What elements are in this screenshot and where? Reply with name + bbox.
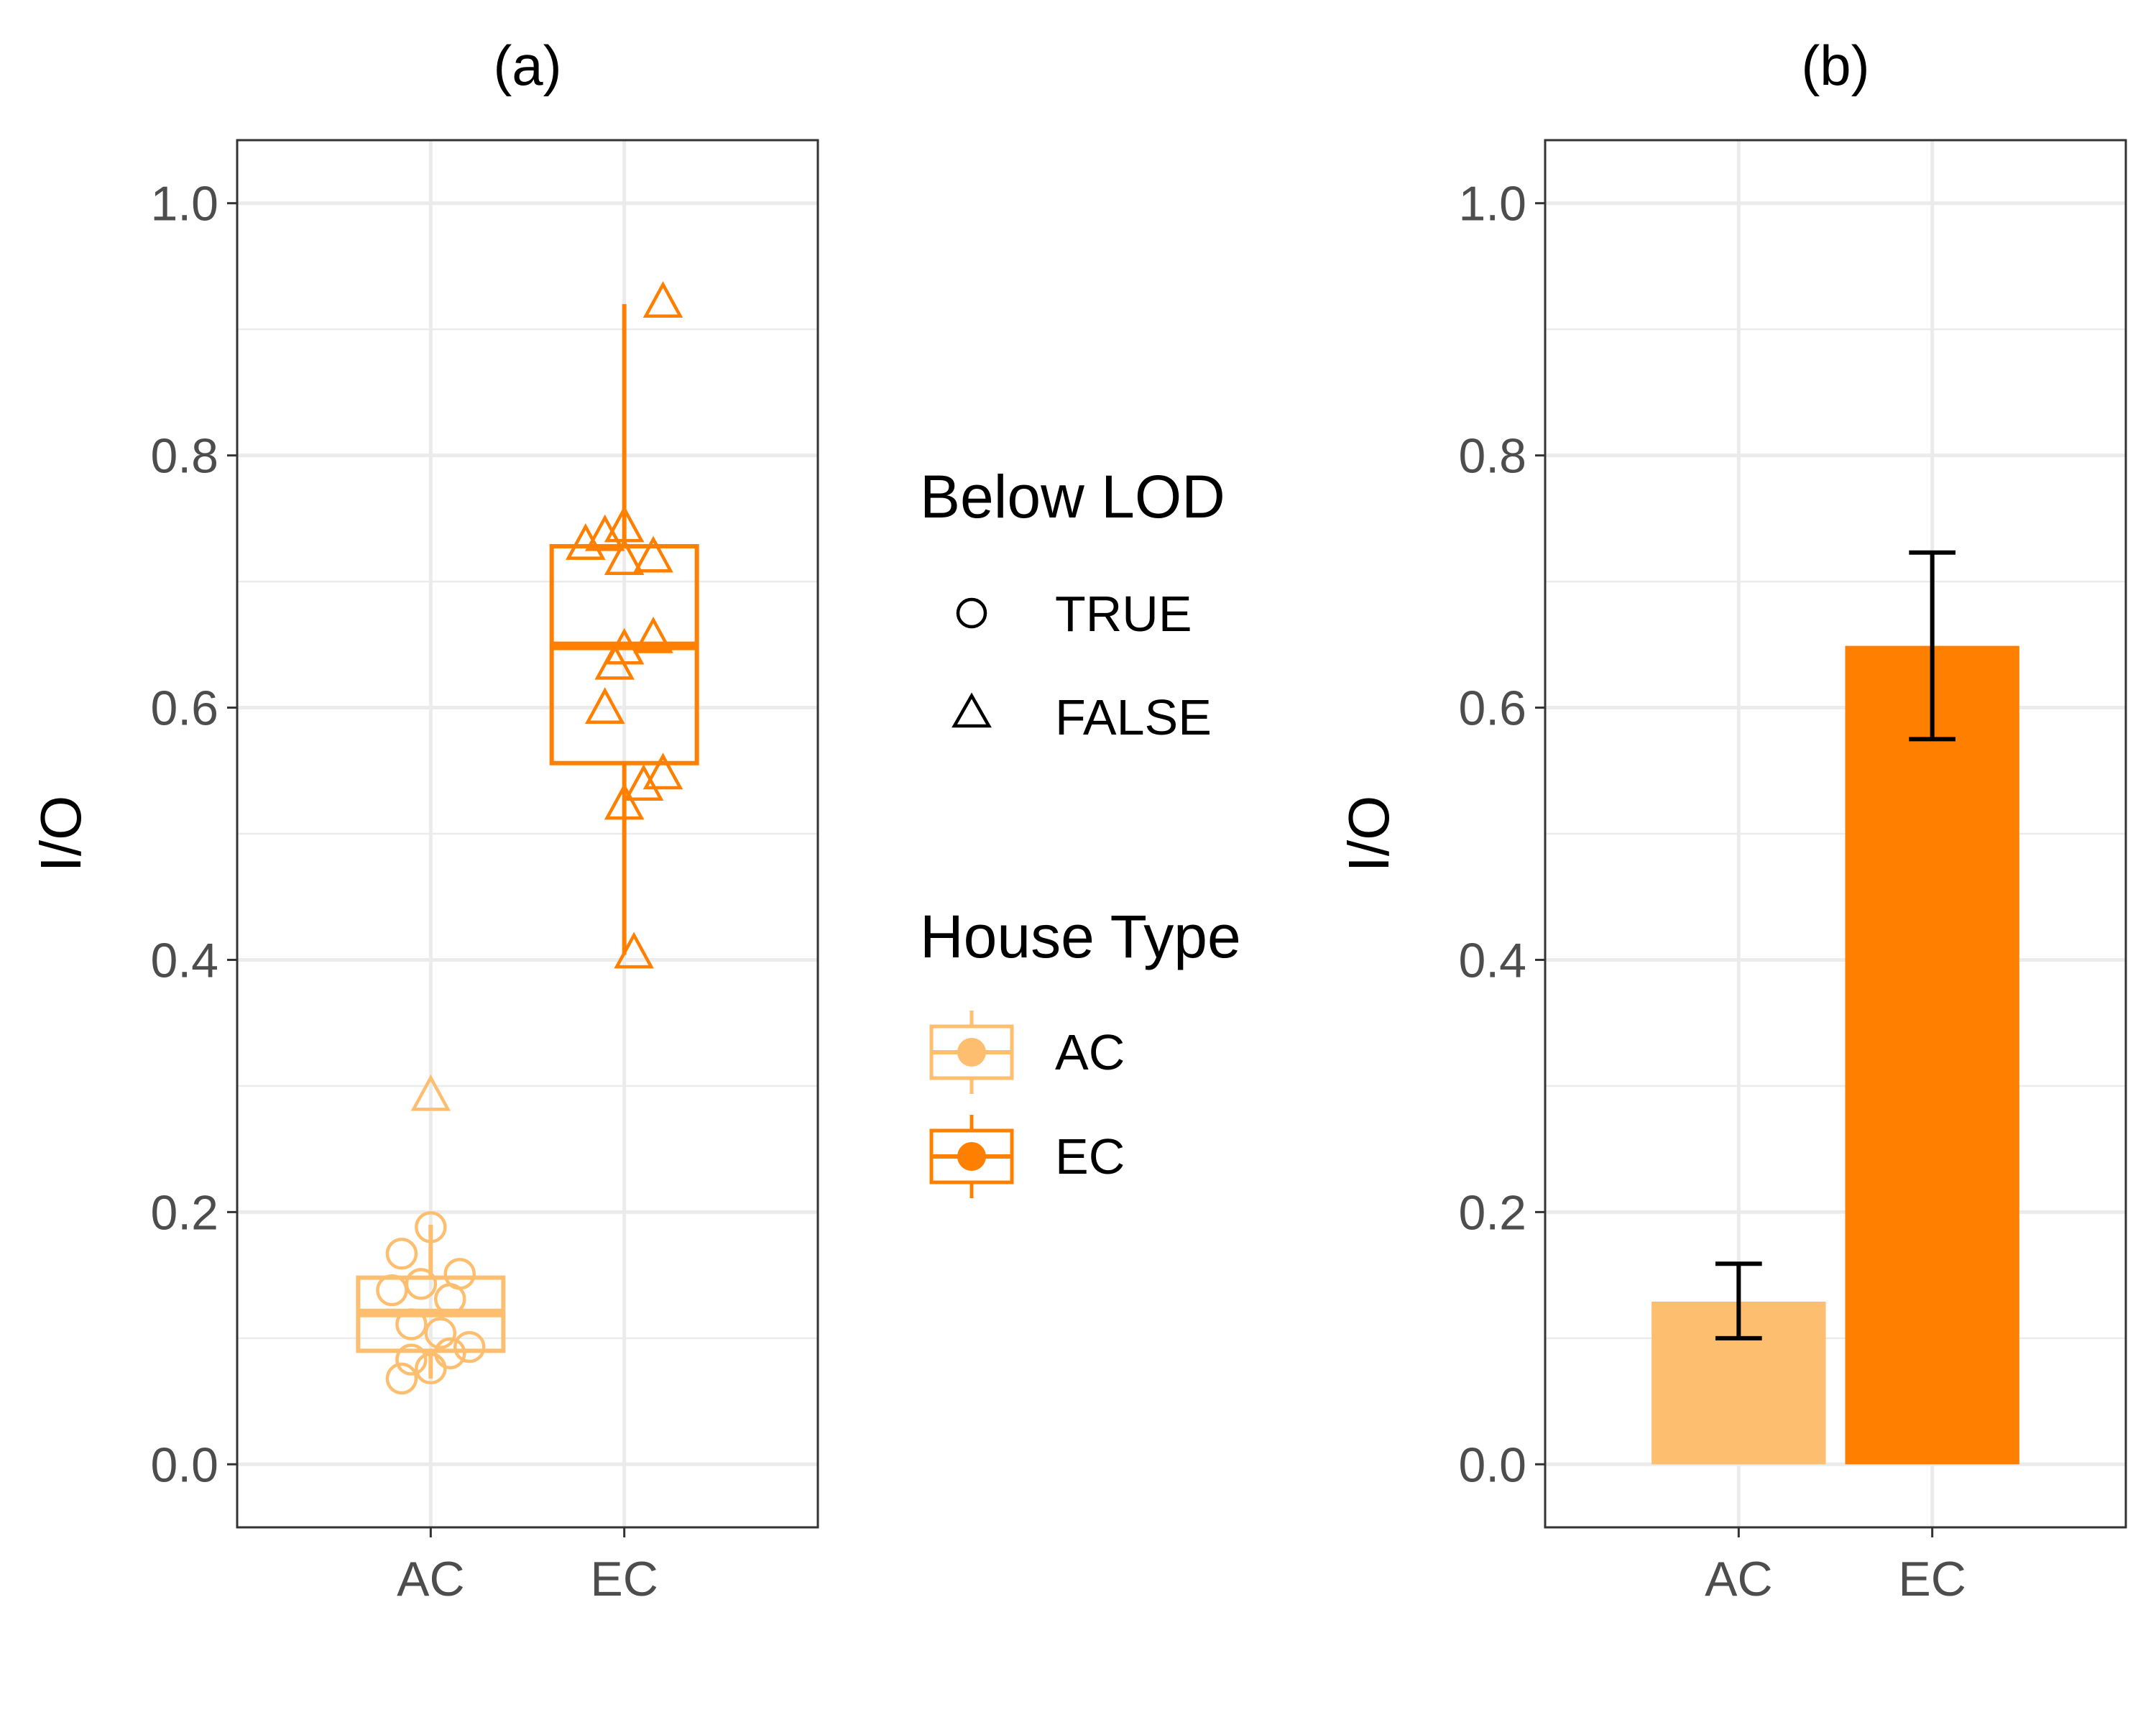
point-triangle bbox=[604, 783, 645, 820]
point-triangle bbox=[410, 1074, 451, 1111]
point-triangle bbox=[604, 538, 645, 575]
panel-b-title: (b) bbox=[1801, 34, 1869, 97]
panel-b-frame bbox=[1544, 139, 2127, 1529]
panel-a-axes: 0.0 0.2 0.4 0.6 0.8 1.0 AC EC bbox=[150, 177, 658, 1606]
panel-a-boxplot: (a) I/O 0.0 0.2 0.4 0.6 0.8 1.0 AC EC bbox=[29, 34, 819, 1606]
point-triangle bbox=[642, 753, 683, 790]
point-circle bbox=[395, 1308, 428, 1340]
point-triangle bbox=[584, 687, 625, 724]
legend-entry-false: FALSE bbox=[1055, 689, 1212, 745]
legend: Below LOD TRUE FALSE House Type AC EC bbox=[920, 463, 1241, 1198]
b-y-tick-label: 0.4 bbox=[1458, 933, 1526, 988]
point-triangle bbox=[642, 281, 683, 318]
panel-b-bar-chart: (b) I/O 0.0 0.2 0.4 0.6 0.8 1.0 AC EC bbox=[1337, 34, 2127, 1606]
b-y-tick-label: 0.8 bbox=[1458, 429, 1526, 484]
point-circle bbox=[385, 1362, 418, 1395]
point-circle bbox=[434, 1283, 466, 1315]
panel-a-gridlines bbox=[237, 140, 818, 1527]
point-circle bbox=[415, 1352, 447, 1385]
point-circle bbox=[415, 1211, 447, 1243]
point-circle bbox=[424, 1317, 457, 1350]
legend-key-dot bbox=[957, 1038, 986, 1067]
b-y-tick-label: 0.0 bbox=[1458, 1438, 1526, 1492]
panel-b-axes: 0.0 0.2 0.4 0.6 0.8 1.0 AC EC bbox=[1458, 177, 1966, 1606]
point-triangle bbox=[633, 535, 673, 573]
legend-key-ec-icon bbox=[929, 1115, 1014, 1198]
a-y-tick-label: 0.2 bbox=[150, 1185, 218, 1240]
legend-key-ac-icon bbox=[929, 1011, 1014, 1094]
b-y-tick-label: 0.6 bbox=[1458, 681, 1526, 736]
b-x-tick-label-ec: EC bbox=[1898, 1552, 1966, 1606]
point-circle bbox=[385, 1238, 418, 1270]
legend-title-house-type: House Type bbox=[920, 903, 1241, 970]
error-bar-ec bbox=[1909, 550, 1955, 742]
panel-a-title: (a) bbox=[493, 34, 561, 97]
legend-entry-ac: AC bbox=[1055, 1024, 1125, 1080]
point-triangle bbox=[584, 514, 625, 551]
point-triangle bbox=[633, 616, 673, 653]
b-x-tick-label-ac: AC bbox=[1705, 1552, 1772, 1606]
a-y-tick-label: 0.8 bbox=[150, 429, 218, 484]
legend-entry-true: TRUE bbox=[1055, 586, 1192, 642]
a-y-tick-label: 0.4 bbox=[150, 933, 218, 988]
point-triangle bbox=[623, 764, 664, 801]
box-iqr bbox=[549, 543, 699, 765]
legend-circle-icon bbox=[956, 597, 987, 629]
a-y-tick-label: 1.0 bbox=[150, 177, 218, 231]
bar-ec bbox=[1845, 645, 2019, 1465]
panel-a-frame bbox=[236, 139, 819, 1529]
point-triangle bbox=[614, 932, 654, 969]
panel-b-y-axis-label: I/O bbox=[1337, 796, 1401, 873]
box-ac bbox=[356, 1224, 506, 1379]
b-y-tick-label: 1.0 bbox=[1458, 177, 1526, 231]
a-y-tick-label: 0.0 bbox=[150, 1438, 218, 1492]
legend-entry-ec: EC bbox=[1055, 1128, 1125, 1184]
panel-a-marks bbox=[356, 281, 699, 1395]
point-triangle bbox=[566, 523, 606, 560]
point-circle bbox=[395, 1343, 428, 1376]
a-x-tick-label-ac: AC bbox=[397, 1552, 464, 1606]
panel-b-marks bbox=[1651, 550, 2019, 1465]
point-circle bbox=[376, 1274, 408, 1307]
panel-a-y-axis-label: I/O bbox=[29, 796, 93, 873]
panel-b-gridlines bbox=[1545, 140, 2126, 1527]
error-bar-ac bbox=[1715, 1261, 1762, 1340]
a-y-tick-label: 0.6 bbox=[150, 681, 218, 736]
legend-title-below-lod: Below LOD bbox=[920, 463, 1225, 530]
point-triangle bbox=[594, 643, 635, 680]
point-circle bbox=[453, 1330, 486, 1363]
legend-triangle-icon bbox=[952, 692, 992, 728]
a-x-tick-label-ec: EC bbox=[590, 1552, 658, 1606]
b-y-tick-label: 0.2 bbox=[1458, 1185, 1526, 1240]
legend-key-dot bbox=[957, 1142, 986, 1171]
